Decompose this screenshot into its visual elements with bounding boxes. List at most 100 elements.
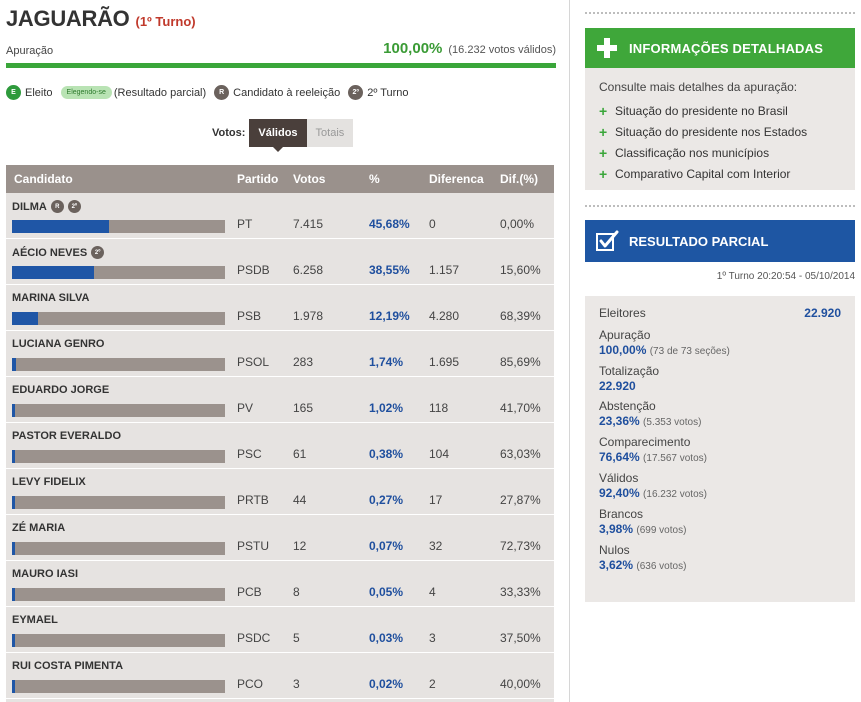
party-cell: PSDB bbox=[237, 263, 270, 277]
vote-share-fill bbox=[12, 680, 15, 693]
votes-cell: 8 bbox=[293, 585, 300, 599]
stat-sub: (699 votos) bbox=[636, 525, 687, 536]
info-link-label: Situação do presidente nos Estados bbox=[615, 124, 808, 139]
resultado-header: RESULTADO PARCIAL bbox=[585, 220, 855, 262]
stat-item: Apuração 100,00% (73 de 73 seções) bbox=[599, 328, 841, 359]
legend: E Eleito Elegendo-se (Resultado parcial)… bbox=[6, 85, 417, 100]
reeleicao-badge-icon: R bbox=[50, 200, 64, 213]
table-row: LEVY FIDELIX PRTB 44 0,27% 17 27,87% bbox=[6, 469, 554, 515]
stat-sub: (636 votos) bbox=[636, 561, 687, 572]
dif-pct-cell: 27,87% bbox=[500, 493, 541, 507]
stat-item: Totalização 22.920 bbox=[599, 364, 841, 394]
vote-share-fill bbox=[12, 312, 38, 325]
vote-share-fill bbox=[12, 404, 15, 417]
dif-pct-cell: 40,00% bbox=[500, 677, 541, 691]
party-cell: PSTU bbox=[237, 539, 270, 553]
tab-totais[interactable]: Totais bbox=[306, 119, 354, 147]
vote-share-bar bbox=[12, 588, 225, 601]
pct-cell: 1,02% bbox=[369, 401, 404, 415]
pct-cell: 12,19% bbox=[369, 309, 410, 323]
stat-label: Apuração bbox=[599, 328, 651, 342]
table-row: AÉCIO NEVES 2º PSDB 6.258 38,55% 1.157 15,60% bbox=[6, 239, 554, 285]
legend-eleito-label: Eleito bbox=[25, 86, 53, 99]
stat-sub: (73 de 73 seções) bbox=[649, 346, 730, 357]
party-cell: PSC bbox=[237, 447, 262, 461]
pct-cell: 0,05% bbox=[369, 585, 404, 599]
stat-value: 22.920 bbox=[599, 379, 636, 393]
candidate-name-text: MARINA SILVA bbox=[12, 292, 90, 304]
stat-item: Válidos 92,40% (16.232 votos) bbox=[599, 471, 841, 502]
votes-toggle-label: Votos: bbox=[212, 127, 246, 139]
candidate-name: AÉCIO NEVES 2º bbox=[12, 246, 105, 259]
stat-value: 100,00% bbox=[599, 343, 647, 357]
eleitores-label: Eleitores bbox=[599, 306, 646, 320]
dif-pct-cell: 37,50% bbox=[500, 631, 541, 645]
candidate-name-text: MAURO IASI bbox=[12, 568, 78, 580]
candidate-name-text: LEVY FIDELIX bbox=[12, 476, 86, 488]
votes-cell: 6.258 bbox=[293, 263, 324, 277]
candidates-table: Candidato Partido Votos % Diferenca Dif.… bbox=[6, 165, 554, 702]
legend-segundo-label: 2º Turno bbox=[367, 86, 409, 99]
stat-value-row: 76,64% (17.567 votos) bbox=[599, 450, 841, 466]
col-dif-pct: Dif.(%) bbox=[500, 172, 538, 186]
vote-share-fill bbox=[12, 542, 15, 555]
stat-value: 3,98% bbox=[599, 522, 634, 536]
stat-value: 76,64% bbox=[599, 450, 640, 464]
votes-cell: 12 bbox=[293, 539, 307, 553]
diff-cell: 1.157 bbox=[429, 263, 460, 277]
eleitores-row: Eleitores 22.920 bbox=[599, 306, 841, 320]
candidate-name: DILMA R 2º bbox=[12, 200, 81, 213]
vote-share-bar bbox=[12, 450, 225, 463]
legend-reeleicao: R Candidato à reeleição bbox=[214, 85, 340, 100]
party-cell: PV bbox=[237, 401, 254, 415]
candidate-name: PASTOR EVERALDO bbox=[12, 430, 121, 442]
diff-cell: 32 bbox=[429, 539, 443, 553]
candidate-name: EDUARDO JORGE bbox=[12, 384, 109, 396]
diff-cell: 4.280 bbox=[429, 309, 460, 323]
eleitores-value: 22.920 bbox=[804, 306, 841, 320]
info-header[interactable]: INFORMAÇÕES DETALHADAS bbox=[585, 28, 855, 68]
candidate-name-text: RUI COSTA PIMENTA bbox=[12, 660, 124, 672]
stat-value: 3,62% bbox=[599, 558, 634, 572]
stat-sub: (16.232 votos) bbox=[643, 489, 707, 500]
elegendo-pill: Elegendo-se bbox=[60, 86, 112, 99]
tab-validos[interactable]: Válidos bbox=[249, 119, 307, 152]
plus-icon: + bbox=[599, 144, 608, 161]
vote-share-bar bbox=[12, 634, 225, 647]
votes-cell: 5 bbox=[293, 631, 300, 645]
stat-value: 23,36% bbox=[599, 414, 640, 428]
table-row: ZÉ MARIA PSTU 12 0,07% 32 72,73% bbox=[6, 515, 554, 561]
info-title: INFORMAÇÕES DETALHADAS bbox=[629, 40, 824, 56]
diff-cell: 0 bbox=[429, 217, 436, 231]
stat-item: Brancos 3,98% (699 votos) bbox=[599, 507, 841, 538]
stat-value-row: 92,40% (16.232 votos) bbox=[599, 486, 841, 502]
vote-share-bar bbox=[12, 312, 225, 325]
stat-value-row: 3,98% (699 votos) bbox=[599, 522, 841, 538]
candidate-name-text: AÉCIO NEVES bbox=[12, 246, 88, 259]
dif-pct-cell: 15,60% bbox=[500, 263, 541, 277]
table-body: DILMA R 2º PT 7.415 45,68% 0 0,00% AÉCIO NEVES 2º… bbox=[6, 193, 554, 699]
stats-list: Apuração 100,00% (73 de 73 seções) Totaliz… bbox=[599, 328, 841, 574]
eleito-badge-icon: E bbox=[6, 85, 21, 100]
table-row: LUCIANA GENRO PSOL 283 1,74% 1.695 85,69% bbox=[6, 331, 554, 377]
vote-share-fill bbox=[12, 450, 15, 463]
vote-share-bar bbox=[12, 542, 225, 555]
info-link-estados[interactable]: + Situação do presidente nos Estados bbox=[599, 121, 841, 142]
stat-item: Comparecimento 76,64% (17.567 votos) bbox=[599, 435, 841, 466]
votes-cell: 283 bbox=[293, 355, 314, 369]
table-row: EDUARDO JORGE PV 165 1,02% 118 41,70% bbox=[6, 377, 554, 423]
info-link-municipios[interactable]: + Classificação nos municípios bbox=[599, 142, 841, 163]
col-votos: Votos bbox=[293, 172, 326, 186]
info-link-capital-interior[interactable]: + Comparativo Capital com Interior bbox=[599, 163, 841, 184]
info-link-brasil[interactable]: + Situação do presidente no Brasil bbox=[599, 100, 841, 121]
vote-share-bar bbox=[12, 358, 225, 371]
info-link-label: Classificação nos municípios bbox=[615, 145, 770, 160]
candidate-name: MAURO IASI bbox=[12, 568, 78, 580]
vote-share-fill bbox=[12, 358, 16, 371]
party-cell: PSB bbox=[237, 309, 262, 323]
dif-pct-cell: 68,39% bbox=[500, 309, 541, 323]
resultado-panel: Eleitores 22.920 Apuração 100,00% (73 de … bbox=[585, 296, 855, 602]
party-cell: PCO bbox=[237, 677, 264, 691]
diff-cell: 3 bbox=[429, 631, 436, 645]
votes-cell: 44 bbox=[293, 493, 307, 507]
